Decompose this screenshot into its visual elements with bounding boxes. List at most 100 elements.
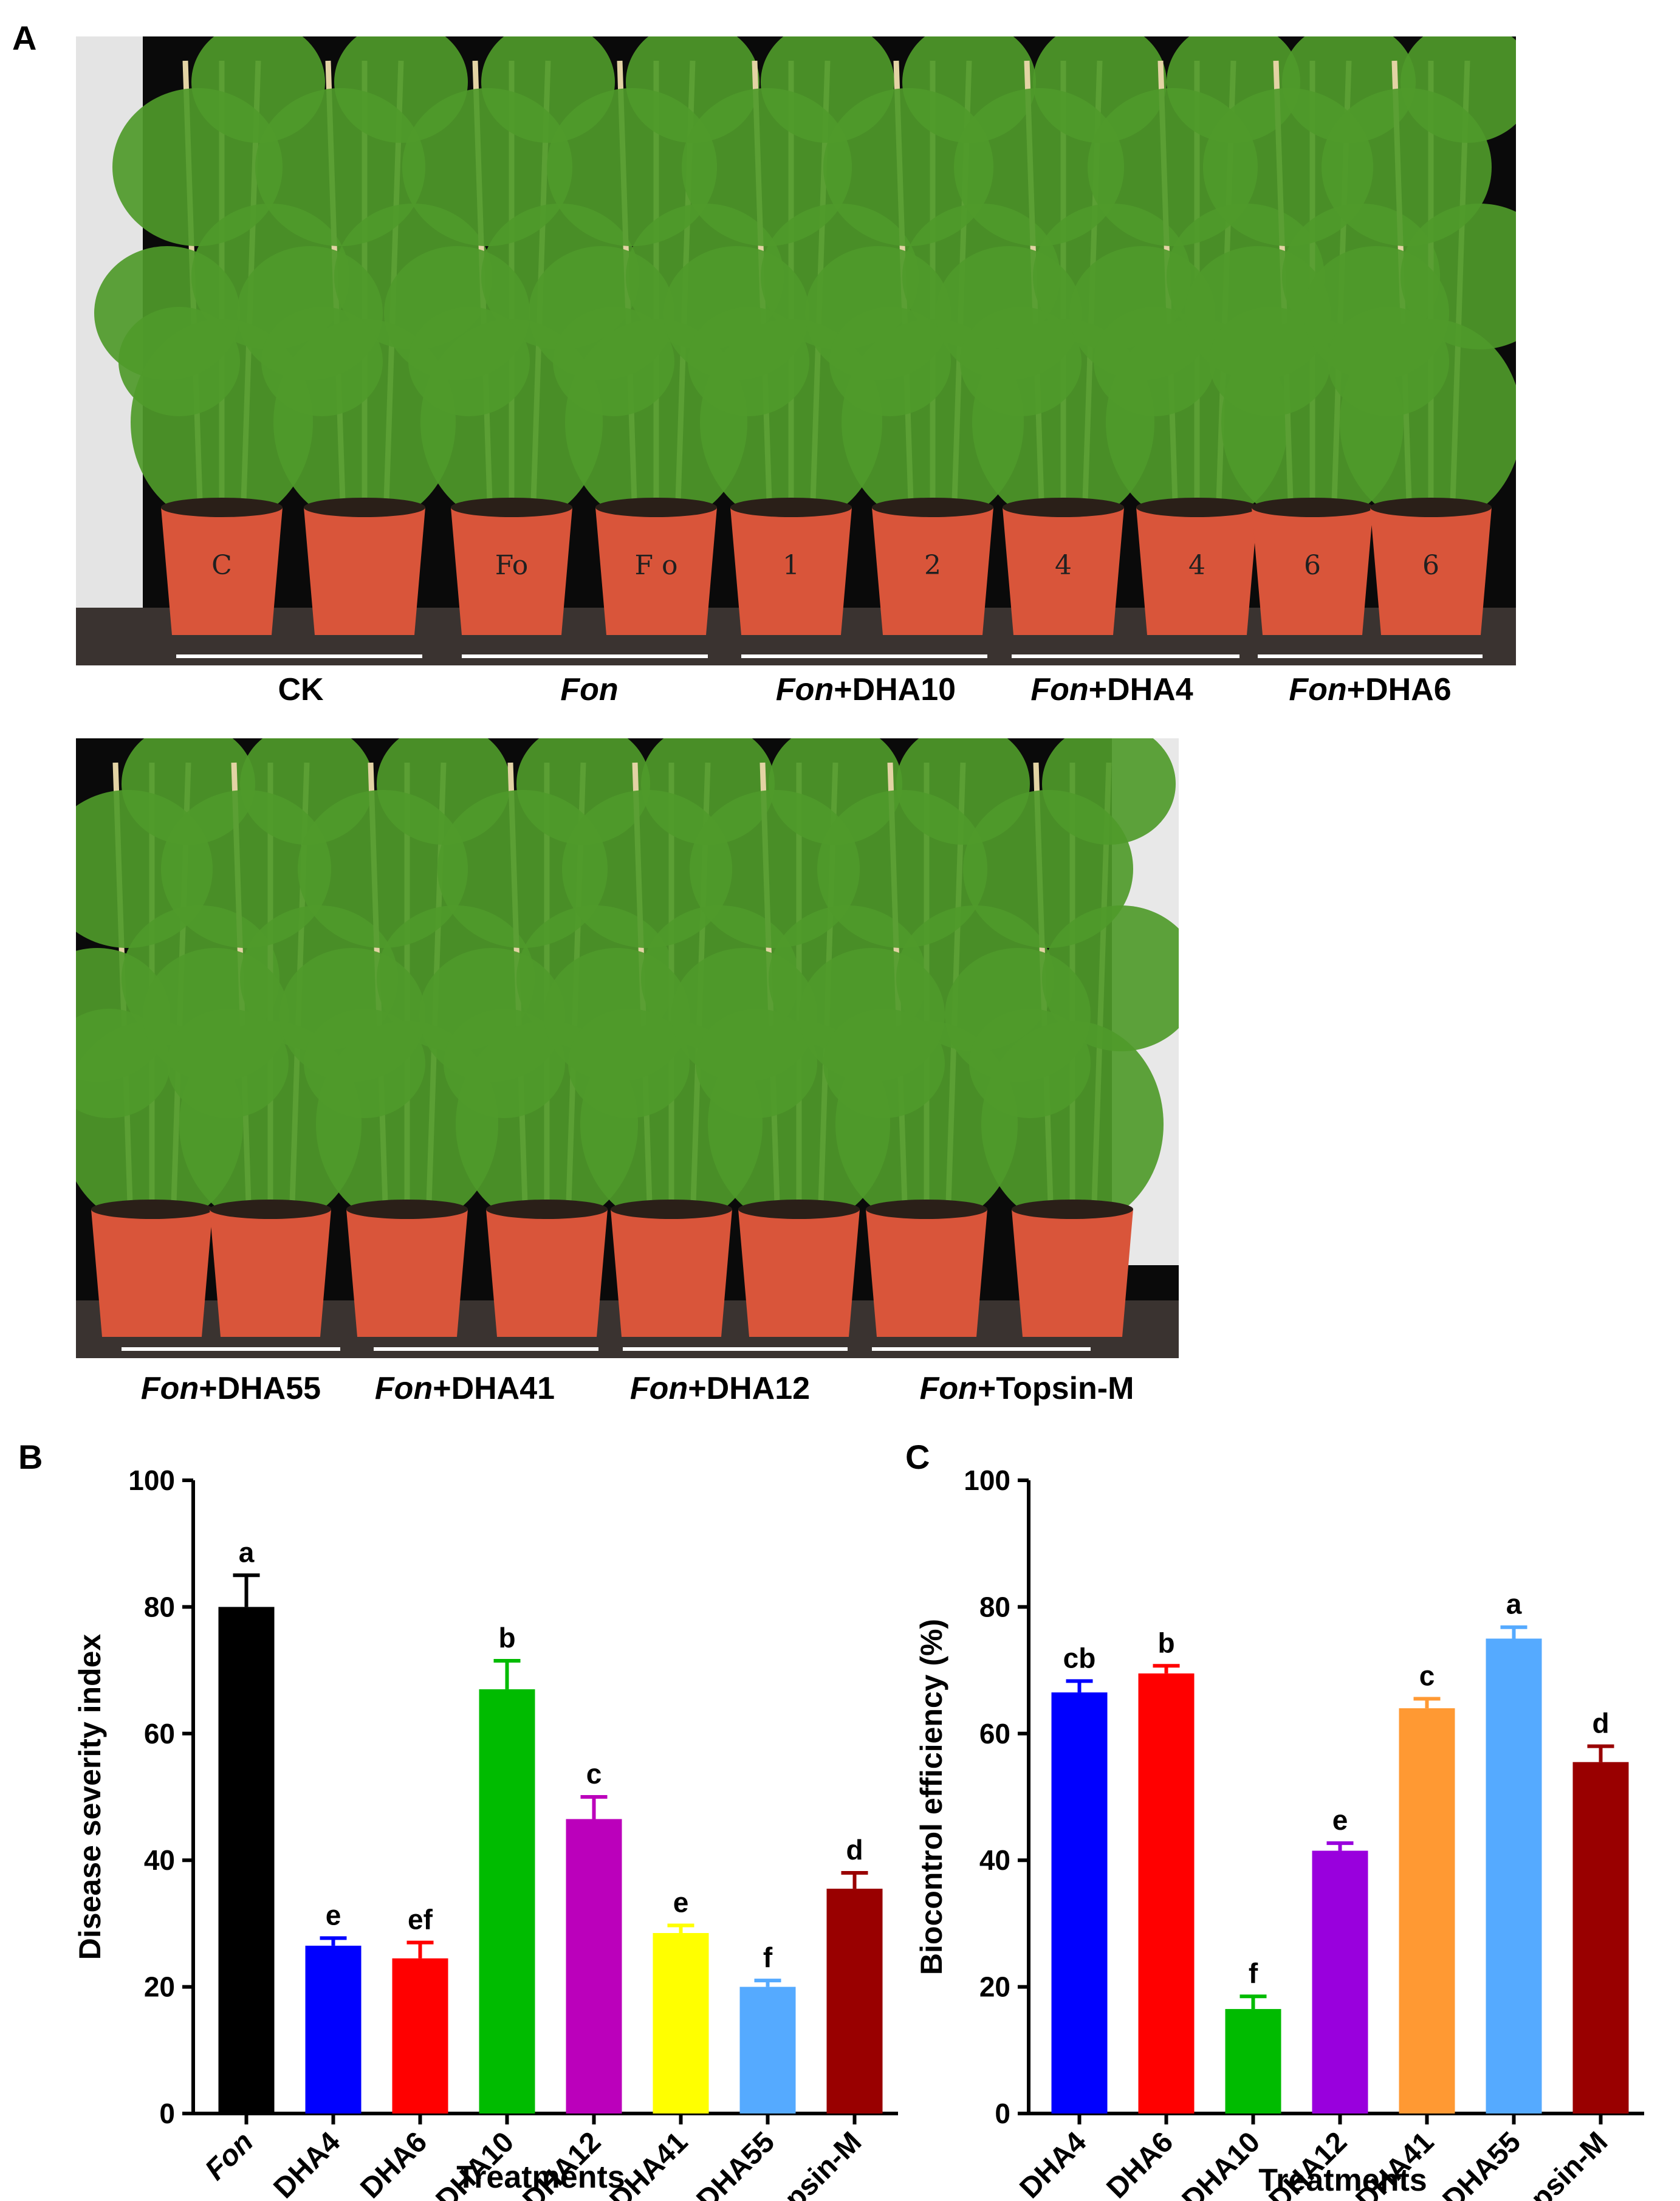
bar	[739, 1986, 796, 2113]
bar	[1399, 1708, 1455, 2113]
soil	[1003, 498, 1124, 517]
flower-pot	[1012, 1209, 1133, 1337]
flower-pot	[210, 1209, 331, 1337]
bottom-group-caption: Fon+DHA12	[630, 1370, 810, 1407]
soil	[161, 498, 283, 517]
foliage-leaf	[568, 1009, 690, 1118]
foliage-leaf	[261, 307, 383, 416]
x-tick-label: DHA55	[691, 2126, 781, 2201]
foliage-leaf	[444, 1009, 565, 1118]
y-axis-label: Biocontrol efficiency (%)	[914, 1619, 948, 1975]
significance-letter: d	[846, 1834, 863, 1866]
significance-letter: b	[498, 1622, 515, 1653]
flower-pot	[738, 1209, 860, 1337]
caption-pathogen: Fon	[140, 1371, 199, 1406]
flower-pot	[730, 507, 852, 635]
significance-letter: f	[1249, 1957, 1258, 1989]
flower-pot	[91, 1209, 213, 1337]
pot-mark: 6	[1422, 550, 1439, 581]
x-tick-label: DHA10	[1176, 2126, 1267, 2201]
y-tick-label: 20	[144, 1971, 175, 2003]
caption-pathogen: Fon	[374, 1371, 433, 1406]
soil	[304, 498, 425, 517]
x-axis-label: Treatments	[1258, 2163, 1427, 2198]
foliage-leaf	[1094, 307, 1215, 416]
pot-mark: F o	[634, 550, 677, 581]
significance-letter: cb	[1063, 1642, 1096, 1674]
caption-pathogen: Fon	[919, 1371, 978, 1406]
bar	[1051, 1692, 1108, 2113]
caption-treatment: +DHA10	[834, 672, 956, 707]
soil	[1252, 498, 1373, 517]
caption-treatment: +DHA12	[688, 1371, 811, 1406]
foliage-leaf	[408, 307, 530, 416]
flower-pot	[1136, 507, 1258, 635]
soil	[486, 1200, 608, 1219]
significance-letter: a	[1506, 1588, 1522, 1620]
bottom-group-caption: Fon+DHA55	[141, 1370, 321, 1407]
flower-pot	[1252, 507, 1373, 635]
pot-mark: 4	[1055, 550, 1072, 581]
bar	[653, 1933, 709, 2113]
significance-letter: c	[1419, 1660, 1435, 1691]
photo-bottom-illustration	[76, 738, 1179, 1358]
foliage-leaf	[1401, 36, 1516, 143]
bar	[1486, 1638, 1542, 2113]
soil	[595, 498, 717, 517]
significance-letter: a	[239, 1536, 255, 1568]
y-tick-label: 20	[979, 1971, 1010, 2003]
caption-pathogen: Fon	[1030, 672, 1089, 707]
significance-letter: c	[586, 1758, 602, 1790]
foliage-leaf	[829, 307, 951, 416]
soil	[1012, 1200, 1133, 1219]
soil	[346, 1200, 468, 1219]
soil	[1370, 498, 1492, 517]
pot-mark: Fo	[495, 550, 529, 581]
bar	[1138, 1673, 1195, 2113]
pot-mark: 6	[1304, 550, 1321, 581]
soil	[210, 1200, 331, 1219]
foliage-leaf	[118, 307, 240, 416]
flower-pot	[486, 1209, 608, 1337]
x-tick-label: Fon	[199, 2126, 260, 2186]
bar	[1225, 2009, 1281, 2113]
top-group-caption: Fon+DHA4	[1030, 671, 1193, 708]
y-tick-label: 60	[144, 1718, 175, 1749]
bar	[826, 1889, 883, 2113]
chart-biocontrol-efficiency: 0 20 40 60 80 100 cb DHA4 b DHA6 f DHA10 e DHA12 c DHA4…	[875, 1446, 1677, 2201]
caption-treatment: +DHA55	[199, 1371, 321, 1406]
foliage-leaf	[167, 1009, 289, 1118]
y-tick-label: 100	[128, 1464, 175, 1496]
pot-mark: 4	[1188, 550, 1205, 581]
y-tick-label: 80	[979, 1591, 1010, 1622]
significance-letter: d	[1592, 1708, 1609, 1739]
bar	[218, 1607, 275, 2113]
flower-pot	[866, 1209, 987, 1337]
foliage-leaf	[969, 1009, 1091, 1118]
y-tick-label: 40	[979, 1844, 1010, 1876]
top-group-caption: Fon+DHA6	[1289, 671, 1451, 708]
significance-letter: f	[763, 1942, 773, 1973]
flower-pot	[611, 1209, 732, 1337]
flower-pot	[1003, 507, 1124, 635]
bar	[1312, 1850, 1368, 2113]
chart-c-svg: 020406080100cbDHA4bDHA6fDHA10eDHA12cDHA4…	[914, 1464, 1644, 2201]
soil	[730, 498, 852, 517]
y-tick-label: 100	[964, 1464, 1010, 1496]
caption-pathogen: Fon	[1289, 672, 1347, 707]
foliage-leaf	[1209, 307, 1331, 416]
flower-pot	[304, 507, 425, 635]
top-group-caption: CK	[278, 671, 323, 708]
chart-b-svg: 020406080100aFoneDHA4efDHA6bDHA10cDHA12e…	[73, 1464, 898, 2201]
caption-treatment: +DHA6	[1346, 672, 1452, 707]
bar	[479, 1689, 535, 2113]
y-tick-label: 0	[995, 2098, 1010, 2129]
panel-label-a: A	[12, 19, 37, 57]
y-tick-label: 0	[159, 2098, 175, 2129]
potted-plant	[945, 738, 1179, 1337]
foliage-leaf	[553, 307, 674, 416]
flower-pot	[346, 1209, 468, 1337]
y-tick-label: 40	[144, 1844, 175, 1876]
significance-letter: ef	[408, 1904, 433, 1935]
pot-mark: C	[211, 550, 232, 581]
